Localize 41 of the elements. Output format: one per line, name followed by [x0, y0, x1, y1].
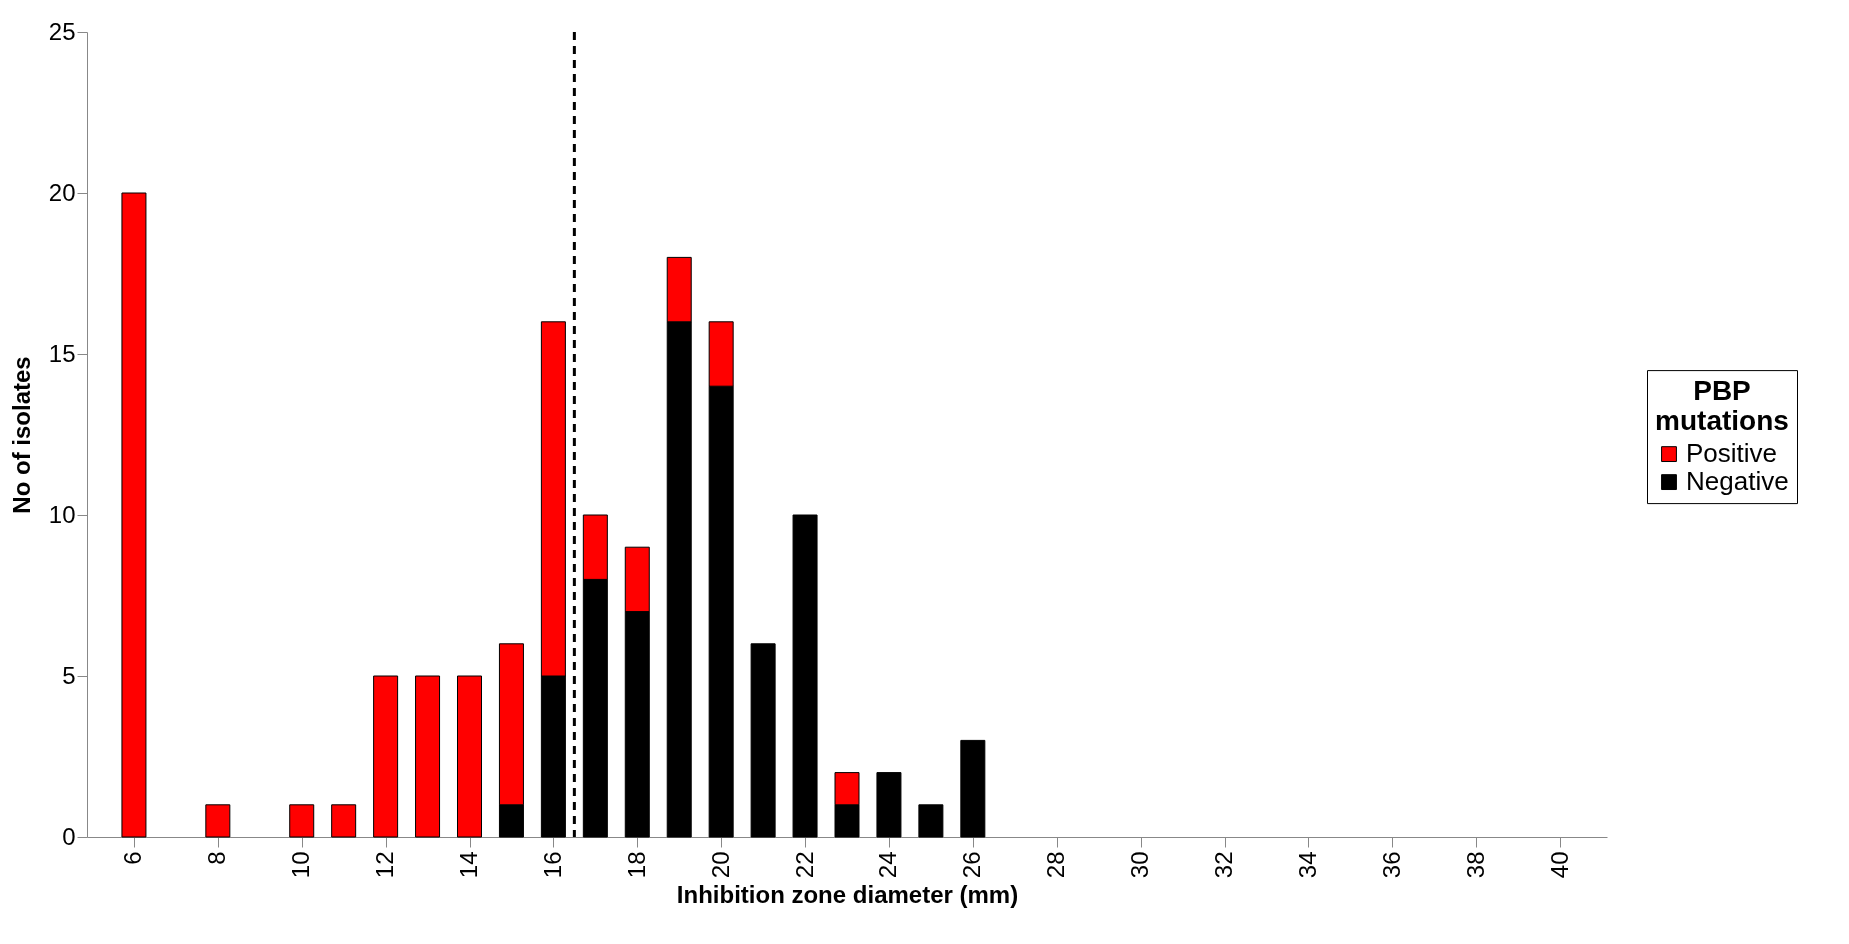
x-axis-title: Inhibition zone diameter (mm): [676, 881, 1019, 909]
bar: [876, 772, 902, 838]
x-tick-label: 38: [1461, 851, 1489, 879]
y-tick-label: 25: [48, 17, 76, 45]
x-tick-label: 28: [1042, 851, 1070, 879]
x-tick-label: 26: [958, 851, 986, 879]
legend-label: Positive: [1686, 438, 1778, 469]
bar: [750, 643, 776, 838]
bar: [289, 804, 315, 838]
bar: [121, 192, 147, 838]
bar: [331, 804, 357, 838]
bar: [373, 675, 399, 838]
x-tick-label: 20: [706, 851, 734, 879]
legend-label: Negative: [1686, 466, 1789, 497]
bar: [960, 739, 986, 838]
bar: [457, 675, 482, 838]
y-tick-label: 0: [62, 822, 76, 850]
y-tick-label: 5: [62, 661, 76, 689]
x-tick-label: 12: [371, 851, 399, 879]
x-tick-label: 24: [874, 851, 902, 879]
x-tick-label: 18: [622, 851, 650, 879]
y-tick-label: 10: [48, 500, 76, 528]
x-tick-label: 22: [790, 851, 818, 879]
bar: [415, 675, 441, 838]
x-tick-label: 40: [1545, 851, 1573, 879]
bar: [918, 804, 944, 838]
y-tick-label: 20: [48, 178, 76, 206]
legend-title: PBP mutations: [1655, 375, 1789, 437]
x-tick-label: 36: [1377, 851, 1405, 879]
x-tick-label: 16: [538, 851, 566, 879]
x-tick-label: 14: [455, 851, 482, 879]
x-tick-label: 32: [1210, 851, 1237, 879]
bar: [205, 804, 231, 838]
x-tick-label: 30: [1126, 851, 1154, 879]
y-tick-label: 15: [48, 339, 76, 367]
y-axis-title: No of isolates: [7, 356, 35, 514]
x-tick-label: 10: [287, 851, 315, 879]
x-tick-label: 8: [203, 851, 231, 865]
x-tick-label: 6: [119, 851, 147, 865]
x-tick-label: 34: [1293, 851, 1321, 879]
bar: [792, 514, 818, 838]
